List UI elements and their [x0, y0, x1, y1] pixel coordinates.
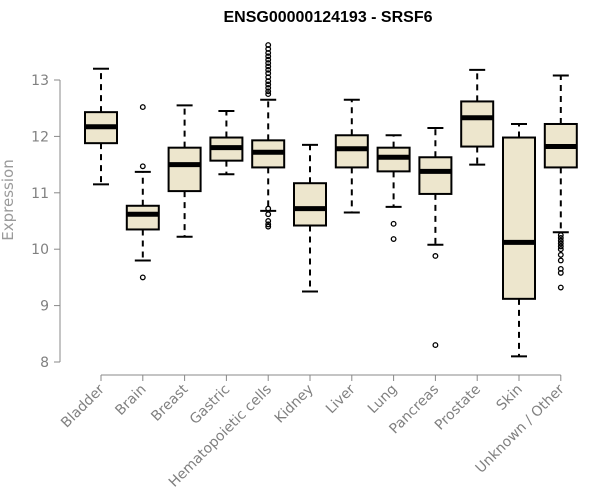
outlier-point	[139, 104, 146, 111]
outlier-point	[265, 91, 272, 98]
outlier-point	[265, 78, 272, 85]
outlier-point	[557, 237, 564, 244]
box-bladder	[84, 67, 118, 186]
x-tick-label: Lung	[365, 382, 400, 417]
y-tick-label: 12	[31, 129, 49, 145]
iqr-box	[418, 156, 453, 195]
box-kidney	[293, 143, 327, 293]
box-unknown-other	[543, 74, 578, 291]
outlier-point	[265, 84, 272, 91]
iqr-box	[502, 136, 536, 300]
y-tick-label: 9	[40, 299, 49, 315]
outlier-point	[432, 253, 439, 259]
outlier-point	[265, 223, 272, 230]
box-lung	[376, 134, 411, 242]
outlier-point	[557, 284, 564, 291]
outlier-point	[265, 53, 272, 60]
outlier-point	[139, 274, 146, 281]
outlier-point	[265, 211, 272, 218]
y-tick-label: 13	[31, 73, 49, 89]
outlier-point	[390, 236, 397, 242]
outlier-point	[557, 232, 564, 239]
outlier-point	[265, 60, 272, 67]
box-gastric	[209, 110, 244, 176]
y-axis: 8 9 10 11 12 13	[31, 73, 61, 371]
outlier-point	[265, 49, 272, 56]
outlier-point	[557, 243, 564, 250]
box-pancreas	[418, 126, 453, 349]
outlier-point	[557, 246, 564, 253]
outlier-point	[265, 74, 272, 81]
x-tick-label: Breast	[148, 381, 192, 425]
y-axis-label: Expression	[0, 159, 17, 240]
box-liver	[334, 98, 369, 214]
outlier-point	[265, 70, 272, 77]
outlier-point	[265, 81, 272, 88]
outlier-point	[139, 163, 146, 170]
x-tick-label: Skin	[493, 382, 525, 414]
outlier-point	[265, 46, 272, 52]
outlier-point	[557, 251, 564, 258]
box-hematopoietic-cells	[251, 42, 286, 230]
outlier-point	[265, 218, 272, 224]
outlier-point	[557, 234, 564, 241]
iqr-box	[460, 100, 495, 148]
y-tick-label: 10	[31, 242, 49, 258]
y-tick-label: 11	[31, 186, 49, 202]
boxes-group	[84, 42, 578, 358]
y-tick-label: 8	[40, 355, 49, 371]
box-skin	[502, 122, 536, 358]
iqr-box	[293, 182, 327, 227]
outlier-point	[265, 88, 272, 95]
chart-title: ENSG00000124193 - SRSF6	[223, 9, 432, 26]
x-tick-label: Kidney	[272, 382, 317, 427]
iqr-box	[125, 204, 160, 231]
outlier-point	[557, 265, 564, 272]
outlier-point	[557, 240, 564, 247]
x-tick-label: Liver	[323, 381, 359, 417]
outlier-point	[265, 205, 272, 212]
outlier-point	[265, 221, 272, 228]
outlier-point	[390, 220, 397, 227]
x-tick-label: Bladder	[58, 381, 108, 431]
outlier-point	[265, 56, 272, 63]
x-tick-label: Brain	[112, 382, 149, 419]
outlier-point	[557, 269, 564, 276]
outlier-point	[432, 342, 439, 349]
box-brain	[125, 104, 160, 281]
outlier-point	[557, 257, 564, 264]
outlier-point	[265, 42, 272, 48]
box-breast	[167, 104, 202, 238]
iqr-box	[167, 146, 202, 193]
outlier-point	[265, 66, 272, 73]
x-tick-label: Prostate	[432, 382, 484, 434]
iqr-box	[334, 134, 369, 169]
outlier-point	[265, 63, 272, 70]
box-prostate	[460, 68, 495, 166]
